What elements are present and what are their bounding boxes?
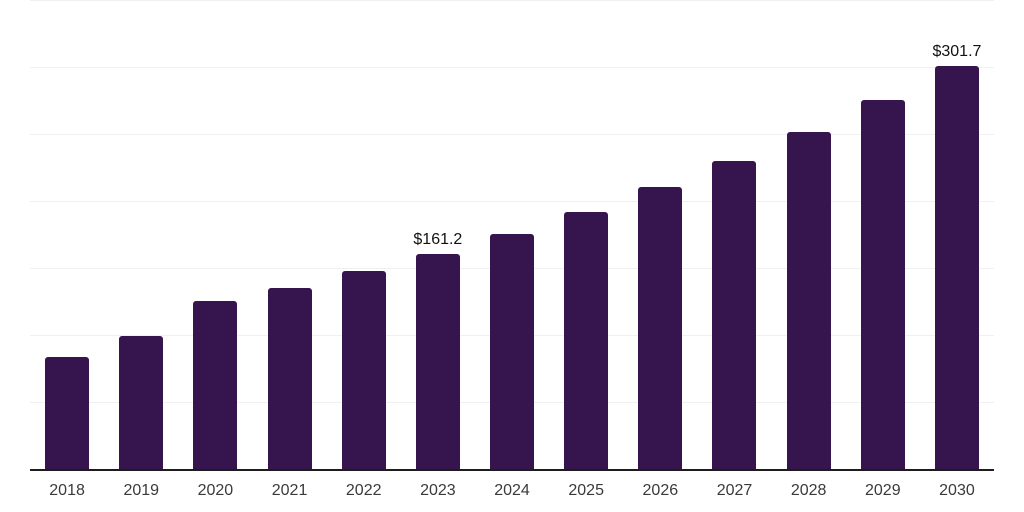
plot-area: $161.2 $301.7 bbox=[30, 0, 994, 471]
bar-band: $161.2 bbox=[401, 1, 475, 470]
gridline bbox=[30, 201, 994, 202]
bar-band bbox=[549, 1, 623, 470]
bar-band bbox=[623, 1, 697, 470]
x-tick-label: 2018 bbox=[49, 482, 85, 499]
x-tick-label: 2019 bbox=[123, 482, 160, 499]
bar-band: $301.7 bbox=[920, 1, 994, 470]
bars-row: $161.2 $301.7 bbox=[30, 1, 994, 470]
bar-band bbox=[327, 1, 401, 470]
bar-2018 bbox=[45, 356, 90, 470]
bar-2029 bbox=[860, 100, 905, 470]
bar-2020 bbox=[193, 301, 238, 470]
bar-value-label: $161.2 bbox=[413, 231, 463, 248]
bar-2027 bbox=[712, 161, 757, 470]
x-tick-label: 2021 bbox=[271, 482, 308, 499]
x-tick-label: 2028 bbox=[790, 482, 827, 499]
x-tick-label: 2020 bbox=[197, 482, 234, 499]
x-tick-label: 2025 bbox=[568, 482, 604, 499]
x-tick-label: 2030 bbox=[939, 482, 975, 499]
x-tick-label: 2024 bbox=[494, 482, 530, 499]
bar-band bbox=[252, 1, 326, 470]
bar-band bbox=[846, 1, 920, 470]
bar-2026 bbox=[638, 187, 683, 470]
bar-2030: $301.7 bbox=[932, 43, 981, 470]
x-tick-label: 2022 bbox=[345, 482, 382, 499]
bar-2024 bbox=[490, 233, 535, 470]
gridline bbox=[30, 67, 994, 68]
bar-2019 bbox=[119, 335, 164, 470]
x-axis-labels: 2018 2019 2020 2021 2022 2023 2024 2025 2026 2027… bbox=[30, 482, 994, 500]
x-axis-line bbox=[30, 469, 994, 471]
x-tick-label: 2027 bbox=[716, 482, 753, 499]
bar-band bbox=[104, 1, 178, 470]
bar-2021 bbox=[267, 287, 312, 470]
x-tick-label: 2026 bbox=[642, 482, 679, 499]
bar-2022 bbox=[341, 271, 386, 470]
bar-2025 bbox=[564, 211, 609, 470]
bar-band bbox=[697, 1, 771, 470]
bar-2023: $161.2 bbox=[413, 231, 462, 470]
bar-band bbox=[30, 1, 104, 470]
x-tick-label: 2023 bbox=[420, 482, 456, 499]
gridline bbox=[30, 134, 994, 135]
gridline bbox=[30, 0, 994, 1]
bar-band bbox=[475, 1, 549, 470]
bar-2028 bbox=[786, 132, 831, 470]
bar-band bbox=[772, 1, 846, 470]
x-tick-label: 2029 bbox=[865, 482, 901, 499]
bar-band bbox=[178, 1, 252, 470]
bar-value-label: $301.7 bbox=[932, 42, 982, 60]
